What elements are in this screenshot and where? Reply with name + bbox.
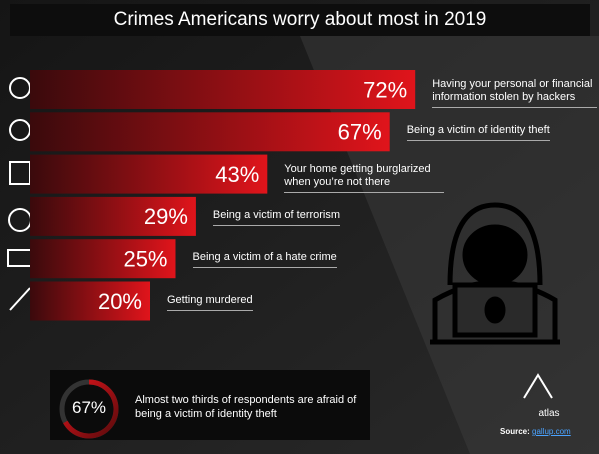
- category-label: Your home getting burglarized when you’r…: [284, 163, 445, 193]
- source-label: Source:: [500, 427, 530, 436]
- hacker-illustration: [430, 202, 560, 345]
- value-label: 20%: [98, 289, 142, 314]
- callout-box: [50, 370, 370, 440]
- category-label: Getting murdered: [167, 294, 253, 311]
- category-label: Having your personal or financial inform…: [432, 78, 598, 108]
- bar: [30, 112, 390, 152]
- callout-text: Almost two thirds of respondents are afr…: [135, 394, 357, 420]
- logo: atlas: [538, 408, 560, 419]
- value-label: 25%: [123, 247, 167, 272]
- value-label: 43%: [215, 162, 259, 187]
- value-label: 29%: [144, 204, 188, 229]
- logo-mark: [523, 373, 553, 399]
- chart-title: Crimes Americans worry about most in 201…: [10, 4, 590, 36]
- category-label: Being a victim of terrorism: [212, 209, 341, 226]
- value-label: 67%: [338, 120, 382, 145]
- bar: [30, 196, 196, 236]
- category-label: Being a victim of identity theft: [406, 124, 550, 142]
- callout-value: 67%: [71, 398, 107, 417]
- category-label: Being a victim of a hate crime: [192, 251, 337, 269]
- bar: [30, 70, 416, 109]
- bar: [30, 154, 268, 194]
- bar: [30, 239, 176, 279]
- bar: [30, 281, 150, 321]
- source-link[interactable]: gallup.com: [532, 427, 571, 436]
- callout-ring: [63, 379, 119, 439]
- value-label: 72%: [363, 77, 407, 102]
- source: Source: gallup.com: [500, 427, 571, 436]
